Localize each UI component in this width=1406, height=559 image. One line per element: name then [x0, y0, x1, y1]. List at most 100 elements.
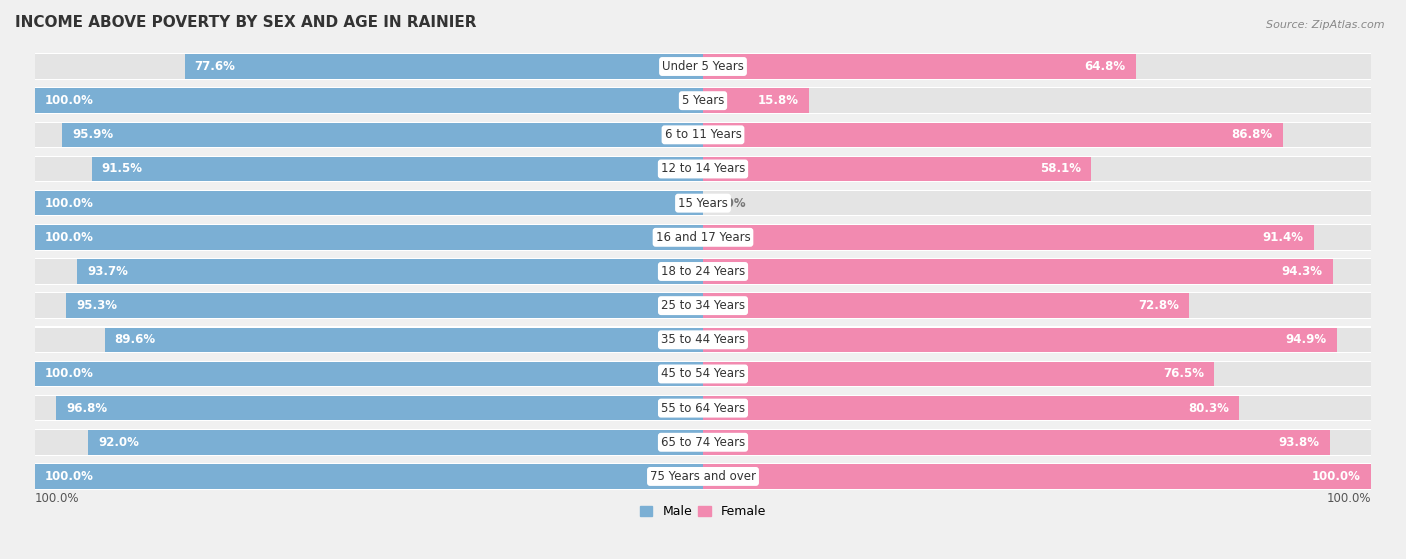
- Text: 96.8%: 96.8%: [66, 401, 107, 415]
- Text: 72.8%: 72.8%: [1139, 299, 1180, 312]
- Text: 100.0%: 100.0%: [45, 470, 94, 483]
- Bar: [35, 225, 703, 250]
- Bar: [35, 429, 703, 456]
- Bar: [703, 396, 1239, 420]
- Bar: [703, 122, 1371, 147]
- Bar: [703, 293, 1189, 318]
- Text: 95.9%: 95.9%: [73, 129, 114, 141]
- Bar: [703, 293, 1371, 318]
- Bar: [703, 258, 1371, 285]
- Bar: [35, 190, 703, 216]
- Text: 58.1%: 58.1%: [1040, 163, 1081, 176]
- Bar: [35, 157, 703, 181]
- Bar: [703, 430, 1371, 454]
- Bar: [35, 122, 703, 147]
- Bar: [35, 293, 703, 318]
- Bar: [703, 53, 1371, 80]
- Bar: [703, 326, 1371, 353]
- Text: 6 to 11 Years: 6 to 11 Years: [665, 129, 741, 141]
- Bar: [703, 259, 1333, 284]
- Bar: [703, 430, 1330, 454]
- Bar: [35, 463, 703, 490]
- Text: Source: ZipAtlas.com: Source: ZipAtlas.com: [1267, 20, 1385, 30]
- Bar: [703, 464, 1371, 489]
- Text: 5 Years: 5 Years: [682, 94, 724, 107]
- Bar: [35, 87, 703, 114]
- Bar: [703, 54, 1371, 79]
- Text: 94.9%: 94.9%: [1285, 333, 1327, 346]
- Bar: [703, 464, 1371, 489]
- Bar: [35, 326, 703, 353]
- Bar: [62, 122, 703, 147]
- Text: 100.0%: 100.0%: [35, 492, 80, 505]
- Bar: [35, 464, 703, 489]
- Bar: [703, 88, 808, 113]
- Bar: [703, 362, 1371, 386]
- Bar: [703, 328, 1371, 352]
- Bar: [703, 155, 1371, 182]
- Bar: [184, 54, 703, 79]
- Text: 35 to 44 Years: 35 to 44 Years: [661, 333, 745, 346]
- Text: 77.6%: 77.6%: [194, 60, 236, 73]
- Text: 55 to 64 Years: 55 to 64 Years: [661, 401, 745, 415]
- Text: 65 to 74 Years: 65 to 74 Years: [661, 436, 745, 449]
- Legend: Male, Female: Male, Female: [636, 500, 770, 523]
- Bar: [703, 157, 1371, 181]
- Text: 95.3%: 95.3%: [76, 299, 118, 312]
- Bar: [703, 190, 1371, 216]
- Text: 89.6%: 89.6%: [114, 333, 156, 346]
- Text: 15.8%: 15.8%: [758, 94, 799, 107]
- Bar: [35, 362, 703, 386]
- Bar: [104, 328, 703, 352]
- Bar: [703, 225, 1313, 250]
- Bar: [35, 225, 703, 250]
- Text: 93.7%: 93.7%: [87, 265, 128, 278]
- Text: 93.8%: 93.8%: [1278, 436, 1319, 449]
- Bar: [77, 259, 703, 284]
- Bar: [35, 88, 703, 113]
- Bar: [66, 293, 703, 318]
- Text: 94.3%: 94.3%: [1282, 265, 1323, 278]
- Bar: [35, 328, 703, 352]
- Text: 91.4%: 91.4%: [1263, 231, 1303, 244]
- Text: 80.3%: 80.3%: [1188, 401, 1229, 415]
- Text: INCOME ABOVE POVERTY BY SEX AND AGE IN RAINIER: INCOME ABOVE POVERTY BY SEX AND AGE IN R…: [15, 15, 477, 30]
- Text: 100.0%: 100.0%: [45, 197, 94, 210]
- Text: 0.0%: 0.0%: [713, 197, 745, 210]
- Bar: [703, 429, 1371, 456]
- Text: Under 5 Years: Under 5 Years: [662, 60, 744, 73]
- Text: 92.0%: 92.0%: [98, 436, 139, 449]
- Bar: [703, 157, 1091, 181]
- Bar: [703, 122, 1282, 147]
- Bar: [703, 362, 1213, 386]
- Bar: [35, 155, 703, 182]
- Bar: [703, 121, 1371, 148]
- Bar: [35, 362, 703, 386]
- Bar: [703, 224, 1371, 250]
- Bar: [703, 361, 1371, 387]
- Text: 100.0%: 100.0%: [1312, 470, 1361, 483]
- Text: 64.8%: 64.8%: [1084, 60, 1126, 73]
- Text: 100.0%: 100.0%: [45, 94, 94, 107]
- Bar: [35, 292, 703, 319]
- Bar: [35, 88, 703, 113]
- Bar: [703, 87, 1371, 114]
- Bar: [703, 328, 1337, 352]
- Bar: [35, 395, 703, 421]
- Bar: [703, 225, 1371, 250]
- Text: 15 Years: 15 Years: [678, 197, 728, 210]
- Text: 100.0%: 100.0%: [45, 367, 94, 381]
- Bar: [35, 191, 703, 215]
- Bar: [703, 292, 1371, 319]
- Bar: [35, 53, 703, 80]
- Bar: [703, 396, 1371, 420]
- Text: 100.0%: 100.0%: [45, 231, 94, 244]
- Bar: [35, 430, 703, 454]
- Bar: [703, 54, 1136, 79]
- Bar: [35, 396, 703, 420]
- Bar: [35, 54, 703, 79]
- Bar: [35, 224, 703, 250]
- Text: 25 to 34 Years: 25 to 34 Years: [661, 299, 745, 312]
- Bar: [56, 396, 703, 420]
- Text: 100.0%: 100.0%: [1326, 492, 1371, 505]
